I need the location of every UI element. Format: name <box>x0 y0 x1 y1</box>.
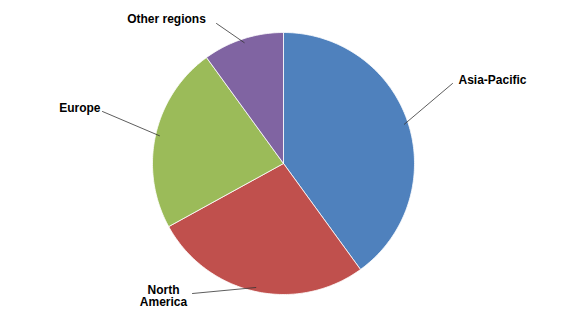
svg-text:Other regions: Other regions <box>127 12 206 26</box>
svg-text:Asia-Pacific: Asia-Pacific <box>459 73 527 87</box>
svg-text:Europe: Europe <box>59 101 101 115</box>
svg-text:NorthAmerica: NorthAmerica <box>140 283 188 309</box>
